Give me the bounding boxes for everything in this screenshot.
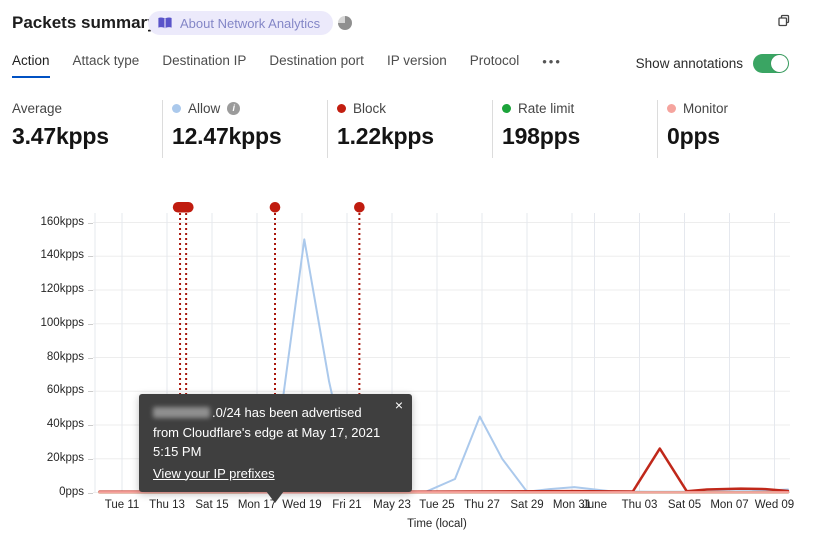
y-tick-label: 140kpps <box>40 249 84 262</box>
stat-rate-limit: Rate limit 198pps <box>502 100 647 150</box>
view-ip-prefixes-link[interactable]: View your IP prefixes <box>153 465 275 481</box>
divider <box>162 100 163 158</box>
stat-value: 198pps <box>502 123 581 149</box>
y-axis-title: Packets <box>0 309 3 350</box>
annotation-marker-pill[interactable] <box>172 202 194 213</box>
stat-label: Block <box>353 100 387 116</box>
close-icon[interactable]: × <box>394 397 403 413</box>
y-tick-mark <box>88 256 93 258</box>
y-tick-mark <box>88 290 93 291</box>
show-annotations-toggle[interactable] <box>753 54 789 73</box>
info-icon[interactable]: i <box>227 101 241 115</box>
monitor-legend-dot <box>667 103 676 113</box>
x-tick-label: Tue 25 <box>419 499 455 511</box>
annotation-tooltip: × .0/24 has been advertised from Cloudfl… <box>139 394 412 503</box>
rate-limit-legend-dot <box>502 103 511 113</box>
stat-value: 3.47kpps <box>12 123 109 149</box>
x-tick-label: Mon 31 <box>552 499 592 511</box>
stat-label: Average <box>12 100 63 116</box>
tab-bar: Action Attack type Destination IP Destin… <box>12 53 562 78</box>
y-tick-label: 0pps <box>59 485 84 498</box>
book-icon <box>157 16 173 30</box>
y-tick-mark <box>88 492 93 494</box>
tab-destination-ip[interactable]: Destination IP <box>162 53 247 68</box>
x-tick-label: June <box>582 499 607 511</box>
toggle-knob <box>771 55 788 72</box>
copy-icon[interactable] <box>775 12 793 30</box>
stat-value: 1.22kpps <box>337 123 434 149</box>
about-network-analytics-badge[interactable]: About Network Analytics <box>148 11 334 35</box>
tab-ip-version[interactable]: IP version <box>386 53 447 68</box>
tab-action[interactable]: Action <box>12 53 50 78</box>
x-tick-label: Mon 07 <box>710 499 749 511</box>
divider <box>492 100 493 158</box>
x-axis-title: Time (local) <box>407 518 467 530</box>
tab-destination-port[interactable]: Destination port <box>269 53 364 68</box>
divider <box>657 100 658 158</box>
x-tick-label: Thu 13 <box>149 499 185 511</box>
annotation-marker-dot[interactable] <box>354 202 365 213</box>
y-tick-label: 160kpps <box>40 215 84 228</box>
y-tick-mark <box>88 222 93 224</box>
x-tick-label: Sat 29 <box>510 499 544 511</box>
y-tick-mark <box>88 425 93 426</box>
x-tick-label: Wed 19 <box>282 499 322 511</box>
page-title: Packets summary <box>12 13 157 32</box>
block-legend-dot <box>337 103 346 113</box>
x-tick-label: Sat 15 <box>195 499 229 511</box>
x-tick-label: Sat 05 <box>667 499 702 511</box>
y-tick-label: 20kpps <box>46 451 84 464</box>
y-tick-label: 40kpps <box>46 418 84 430</box>
x-tick-label: May 23 <box>373 499 411 511</box>
stat-label: Rate limit <box>518 100 575 116</box>
stat-value: 0pps <box>667 123 720 149</box>
stat-value: 12.47kpps <box>172 123 282 149</box>
stat-average: Average 3.47kpps <box>12 100 157 150</box>
x-tick-label: Wed 09 <box>754 499 795 511</box>
x-tick-label: Thu 27 <box>464 499 500 511</box>
redacted-ip-prefix <box>153 407 210 418</box>
x-tick-label: Tue 11 <box>104 499 140 511</box>
pie-icon[interactable] <box>338 16 352 30</box>
tab-attack-type[interactable]: Attack type <box>72 53 140 68</box>
x-tick-label: Thu 03 <box>621 499 658 511</box>
y-tick-label: 100kpps <box>40 316 84 329</box>
stat-label: Monitor <box>683 100 729 116</box>
stat-monitor: Monitor 0pps <box>667 100 812 150</box>
y-tick-label: 80kpps <box>46 350 84 363</box>
y-tick-mark <box>88 458 93 460</box>
stat-allow: Allow i 12.47kpps <box>172 100 317 150</box>
y-tick-mark <box>88 391 93 393</box>
tab-protocol[interactable]: Protocol <box>469 53 520 68</box>
more-tabs-button[interactable]: ••• <box>542 54 562 69</box>
stat-block: Block 1.22kpps <box>337 100 482 150</box>
stat-label: Allow <box>188 100 221 116</box>
badge-label: About Network Analytics <box>180 15 321 31</box>
y-tick-mark <box>88 357 93 359</box>
y-tick-mark <box>88 323 93 325</box>
y-tick-label: 120kpps <box>40 283 84 295</box>
x-tick-label: Fri 21 <box>332 499 362 511</box>
allow-legend-dot <box>172 103 181 113</box>
show-annotations-control: Show annotations <box>636 54 789 73</box>
y-tick-label: 60kpps <box>46 384 84 397</box>
annotation-marker-dot[interactable] <box>269 202 281 213</box>
divider <box>327 100 328 158</box>
show-annotations-label: Show annotations <box>635 56 743 71</box>
